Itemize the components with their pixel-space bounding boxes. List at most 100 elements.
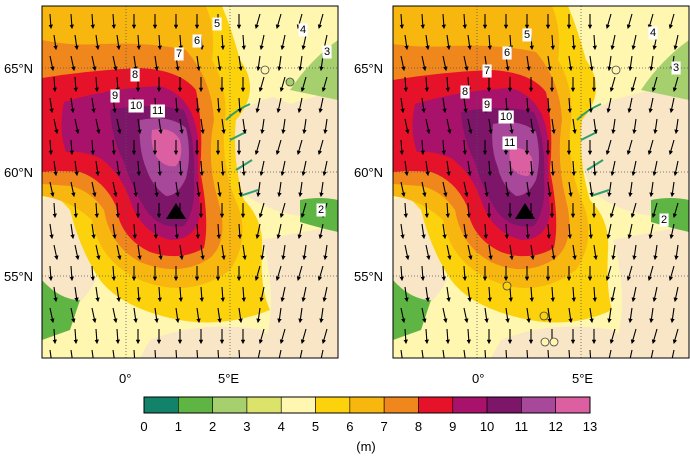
- wind-arrow: [133, 181, 138, 198]
- wind-arrow: [133, 55, 138, 72]
- wind-arrow: [70, 223, 75, 240]
- wind-arrow: [91, 307, 97, 324]
- wind-arrow: [318, 223, 324, 240]
- wind-arrow: [505, 181, 510, 198]
- wind-arrow: [446, 34, 451, 51]
- wind-arrow: [404, 118, 410, 135]
- frame-left: [41, 5, 339, 359]
- wind-arrow: [504, 97, 509, 114]
- colorbar-swatch: [486, 396, 522, 414]
- contour-label: 5: [524, 29, 530, 41]
- wind-arrow: [462, 139, 467, 156]
- map-panel-right: 2 3 4 5 6 7 8 9 10 11 65°N 60°N 55°N 0° …: [354, 5, 690, 386]
- contour-label: 10: [500, 111, 512, 123]
- wind-arrow: [629, 349, 633, 358]
- wind-arrow: [403, 328, 408, 345]
- contour-label: 4: [300, 24, 306, 36]
- wind-arrow: [589, 349, 592, 358]
- wind-arrow: [73, 328, 78, 345]
- wind-arrow: [195, 97, 200, 114]
- wind-arrow: [467, 34, 472, 51]
- wind-arrow: [258, 76, 265, 93]
- wind-arrow: [299, 349, 303, 358]
- wind-arrow: [220, 286, 225, 303]
- contour-label: 9: [112, 90, 118, 102]
- wind-arrow: [487, 286, 492, 303]
- wind-arrow: [237, 223, 242, 240]
- wind-arrow: [53, 160, 58, 177]
- wind-arrow: [157, 160, 162, 177]
- wind-arrow: [669, 223, 675, 240]
- wind-arrow: [158, 118, 163, 135]
- wind-arrow: [488, 118, 493, 135]
- wind-arrow: [74, 244, 80, 261]
- wind-arrow: [115, 202, 120, 219]
- wind-arrow: [400, 97, 405, 114]
- colorbar-swatch: [521, 396, 556, 414]
- wind-arrow: [651, 328, 658, 345]
- contour-label: 7: [484, 65, 490, 77]
- wind-arrow: [296, 265, 303, 282]
- wind-arrow: [421, 55, 427, 72]
- wind-arrow: [610, 160, 616, 177]
- wind-arrow: [483, 223, 488, 240]
- wind-arrow: [53, 286, 58, 303]
- denmark-land: [613, 226, 689, 358]
- wind-arrow: [632, 118, 637, 135]
- wind-arrow: [546, 97, 551, 114]
- wind-arrow: [424, 328, 429, 345]
- wind-arrow: [526, 349, 529, 358]
- wind-arrow: [592, 160, 597, 177]
- wind-arrow: [529, 160, 534, 177]
- wind-arrow: [178, 34, 183, 51]
- wind-arrow: [648, 97, 654, 114]
- wind-arrow: [112, 349, 115, 358]
- wind-arrow: [278, 349, 282, 358]
- lat-labels-right: 65°N 60°N 55°N: [354, 61, 383, 284]
- lon-labels-right: 0° 5°E: [472, 371, 593, 386]
- wind-arrow: [420, 13, 425, 30]
- wind-arrow: [259, 160, 265, 177]
- wind-arrow: [297, 97, 303, 114]
- wind-arrow: [217, 307, 222, 324]
- wind-arrow: [320, 349, 324, 358]
- colorbar-swatch: [280, 396, 316, 414]
- wind-arrow: [568, 349, 571, 358]
- wind-arrow: [91, 97, 96, 114]
- contour-label: 11: [152, 105, 163, 117]
- wind-arrow: [673, 34, 679, 51]
- wind-arrow: [526, 55, 531, 72]
- contour-label: 8: [132, 69, 138, 81]
- wind-arrow: [446, 286, 451, 303]
- map-panel-left: 2 3 4 5 6 7 8 9 10 11 65°N 60°N 55°N 0° …: [4, 5, 339, 386]
- wind-arrow: [487, 160, 492, 177]
- wind-arrow: [53, 244, 59, 261]
- wind-arrow: [672, 76, 679, 93]
- wind-arrow: [157, 286, 162, 303]
- wind-arrow: [572, 244, 577, 261]
- wind-arrow: [462, 13, 467, 30]
- wind-arrow: [220, 34, 225, 51]
- wind-arrow: [669, 97, 675, 114]
- wind-arrow: [400, 223, 405, 240]
- wind-arrow: [572, 118, 577, 135]
- wind-arrow: [323, 244, 328, 261]
- colorbar-tick-label: 13: [583, 419, 597, 434]
- wind-arrow: [158, 244, 163, 261]
- wind-arrow: [216, 97, 221, 114]
- wind-arrow: [94, 328, 99, 345]
- wind-arrow: [400, 181, 406, 198]
- contour-label: 2: [661, 214, 667, 226]
- wind-arrow: [137, 118, 142, 135]
- wind-arrow: [132, 223, 137, 240]
- wind-arrow: [463, 307, 469, 324]
- wind-arrow: [525, 223, 530, 240]
- contour-label: 10: [130, 100, 142, 112]
- wind-arrow: [403, 202, 408, 219]
- svg-text:65°N: 65°N: [354, 61, 383, 76]
- wind-arrow: [652, 286, 658, 303]
- wind-arrow: [298, 181, 303, 198]
- wind-arrow: [116, 118, 122, 135]
- wind-arrow: [509, 244, 514, 261]
- buoy-triangle-left: [166, 203, 186, 219]
